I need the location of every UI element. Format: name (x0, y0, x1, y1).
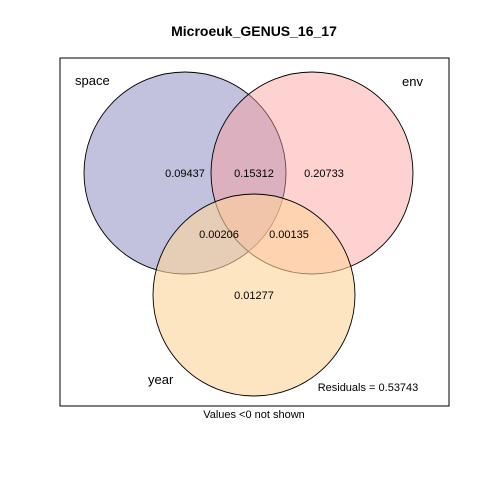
set-label-env: env (402, 74, 423, 89)
value-space-year: 0.00206 (199, 229, 239, 241)
value-space-only: 0.09437 (165, 168, 205, 180)
value-year-only: 0.01277 (234, 290, 274, 302)
set-label-space: space (75, 73, 110, 88)
diagram-title: Microeuk_GENUS_16_17 (171, 23, 337, 39)
value-env-only: 0.20733 (304, 168, 344, 180)
footnote: Values <0 not shown (203, 409, 305, 421)
residuals-label: Residuals = 0.53743 (318, 382, 419, 394)
set-label-year: year (148, 372, 174, 387)
value-env-year: 0.00135 (269, 229, 309, 241)
value-space-env: 0.15312 (234, 168, 274, 180)
